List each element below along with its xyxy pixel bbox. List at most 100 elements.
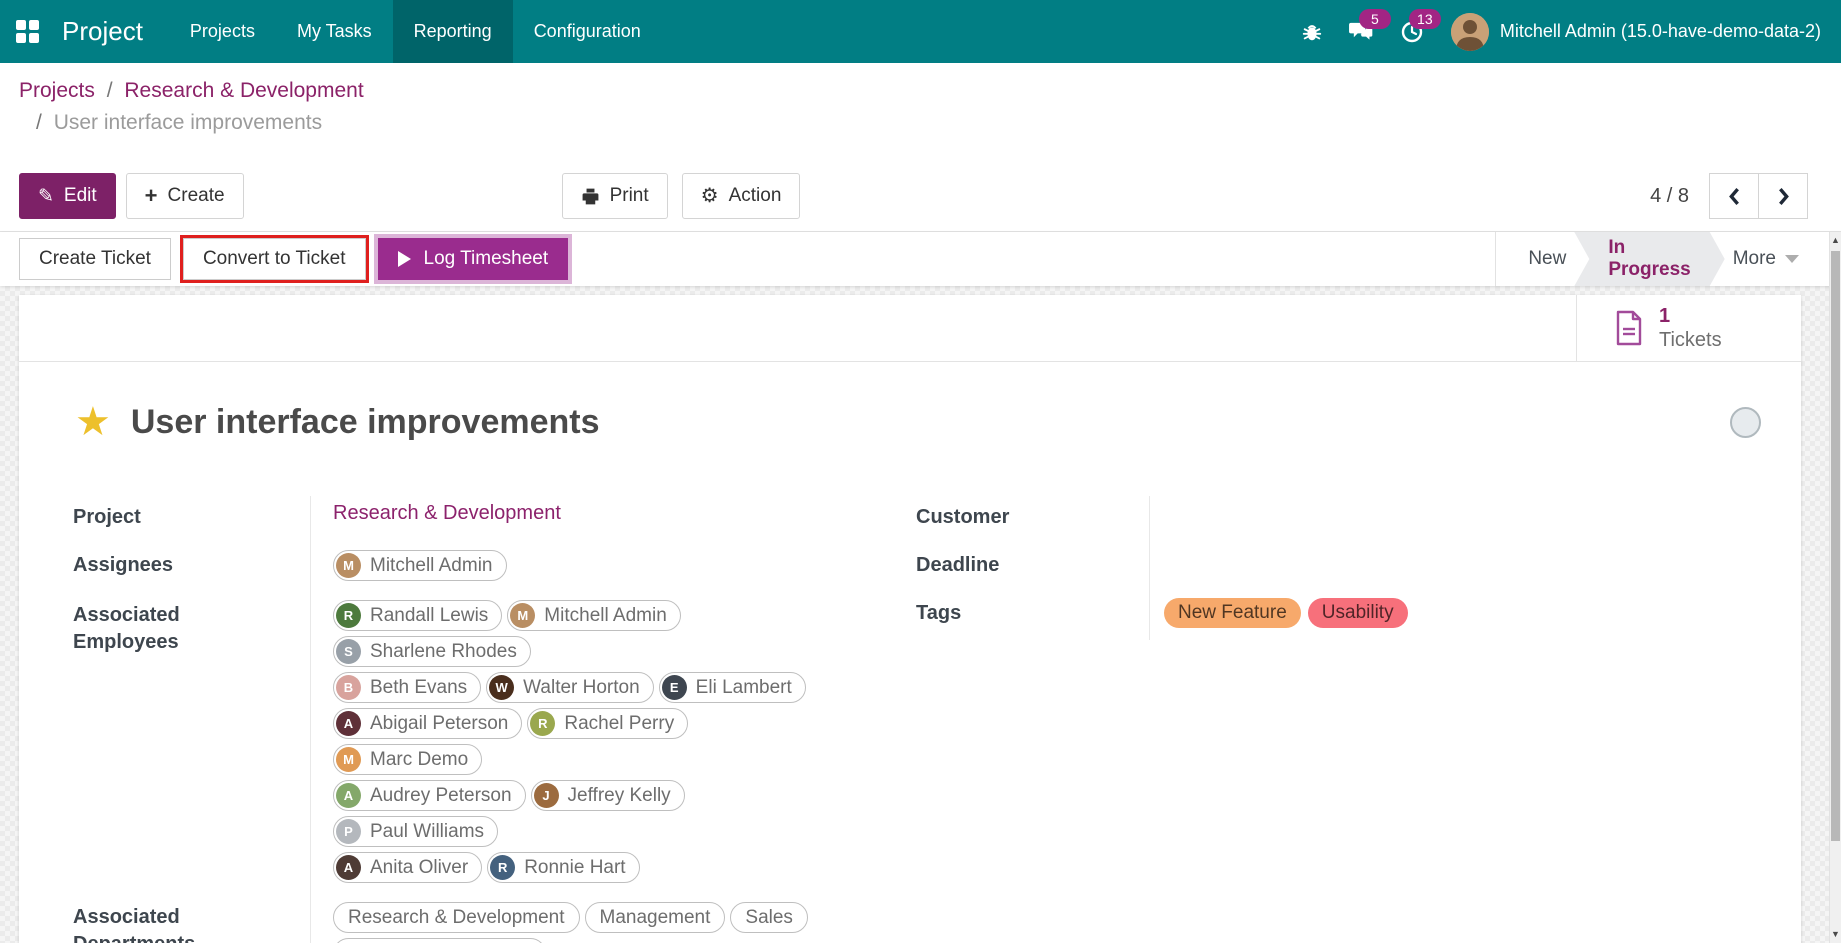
messages-button[interactable]: 5 — [1336, 0, 1391, 63]
employee-tag-row: R Randall Lewis M Mitchell Admin S Sharlene R… — [333, 600, 830, 672]
avatar-tag-sharlene-rhodes[interactable]: S Sharlene Rhodes — [333, 636, 531, 667]
project-link[interactable]: Research & Development — [333, 502, 561, 524]
create-button[interactable]: + Create — [125, 173, 244, 219]
breadcrumb: Projects / Research & Development — [0, 63, 1841, 103]
app-brand[interactable]: Project — [62, 16, 143, 46]
scroll-down-icon[interactable]: ▼ — [1831, 929, 1840, 939]
task-title: User interface improvements — [130, 402, 600, 441]
print-button[interactable]: Print — [561, 173, 668, 219]
avatar-tag-ronnie-hart[interactable]: R Ronnie Hart — [487, 852, 640, 883]
breadcrumb-projects-link[interactable]: Projects — [19, 79, 95, 102]
avatar: A — [336, 855, 361, 880]
menu-item-projects[interactable]: Projects — [189, 21, 255, 41]
field-value-customer[interactable] — [1149, 496, 1709, 544]
pager-value: 4 / 8 — [1650, 184, 1689, 207]
control-panel: Projects / Research & Development / User… — [0, 63, 1841, 232]
tickets-stat-button[interactable]: 1 Tickets — [1576, 295, 1801, 361]
main-menu: Projects My Tasks Reporting Configuration — [169, 0, 662, 63]
field-value-associated-employees: R Randall Lewis M Mitchell Admin S Sharlene R… — [310, 594, 830, 896]
avatar-tag-anita-oliver[interactable]: A Anita Oliver — [333, 852, 483, 883]
left-field-group: Project Research & Development Assignees… — [73, 496, 830, 943]
menu-item-my-tasks[interactable]: My Tasks — [296, 21, 372, 41]
field-label-customer: Customer — [916, 506, 1010, 528]
field-label-tags: Tags — [916, 602, 962, 624]
convert-to-ticket-button[interactable]: Convert to Ticket — [182, 238, 366, 280]
statusbar: Create Ticket Convert to Ticket Log Timesh… — [0, 232, 1841, 286]
chevron-down-icon — [1785, 255, 1799, 263]
activities-button[interactable]: 13 — [1387, 0, 1441, 63]
avatar: R — [530, 711, 556, 736]
action-button[interactable]: ⚙ Action — [681, 173, 801, 219]
avatar: S — [336, 639, 361, 664]
pager-previous-button[interactable] — [1709, 173, 1759, 219]
avatar-tag-beth-evans[interactable]: B Beth Evans — [333, 672, 482, 703]
play-icon — [397, 251, 411, 267]
pager-next-button[interactable] — [1758, 173, 1808, 219]
employee-tag-row: A Audrey Peterson J Jeffrey Kelly P Paul Will… — [333, 780, 830, 852]
create-ticket-button[interactable]: Create Ticket — [19, 238, 171, 280]
avatar: E — [661, 675, 687, 700]
breadcrumb-separator: / — [106, 79, 113, 102]
right-field-group: Customer Deadline Tags New Feature Usabil… — [916, 496, 1709, 943]
tickets-stat-text: 1 Tickets — [1659, 304, 1722, 352]
menu-item-reporting[interactable]: Reporting — [392, 0, 513, 63]
department-tag-professional-services[interactable]: Professional Services — [333, 938, 546, 943]
stage-new[interactable]: New — [1528, 248, 1567, 269]
avatar: M — [510, 603, 536, 628]
field-label-associated-departments: Associated Departments — [73, 906, 195, 943]
avatar-tag-mitchell-admin[interactable]: M Mitchell Admin — [333, 550, 507, 581]
activities-badge: 13 — [1408, 9, 1441, 29]
stage-in-progress[interactable]: In Progress — [1574, 232, 1724, 286]
stage-more[interactable]: More — [1725, 232, 1807, 286]
pencil-icon: ✎ — [38, 185, 54, 207]
avatar-tag-jeffrey-kelly[interactable]: J Jeffrey Kelly — [530, 780, 685, 811]
avatar-tag-abigail-peterson[interactable]: A Abigail Peterson — [333, 708, 523, 739]
debug-button[interactable] — [1288, 0, 1336, 63]
field-value-tags: New Feature Usability — [1149, 592, 1709, 640]
scrollbar-thumb[interactable] — [1831, 251, 1840, 841]
avatar-tag-walter-horton[interactable]: W Walter Horton — [486, 672, 654, 703]
avatar: R — [490, 855, 516, 880]
field-value-deadline[interactable] — [1149, 544, 1709, 592]
field-label-deadline: Deadline — [916, 554, 1000, 576]
apps-menu-button[interactable] — [0, 0, 54, 63]
avatar-tag-eli-lambert[interactable]: E Eli Lambert — [658, 672, 806, 703]
avatar: B — [336, 675, 361, 700]
breadcrumb-current: User interface improvements — [53, 111, 323, 134]
chevron-left-icon — [1728, 187, 1739, 205]
printer-icon — [582, 188, 598, 204]
tickets-label: Tickets — [1659, 329, 1722, 351]
menu-item-configuration[interactable]: Configuration — [533, 21, 641, 41]
pager: 4 / 8 — [1650, 173, 1808, 219]
control-panel-buttons: ✎ Edit + Create Print ⚙ Action — [19, 173, 1841, 219]
department-tag-sales[interactable]: Sales — [730, 902, 808, 933]
favorite-star-icon[interactable]: ★ — [75, 400, 111, 444]
avatar-tag-rachel-perry[interactable]: R Rachel Perry — [527, 708, 689, 739]
avatar-tag-paul-williams[interactable]: P Paul Williams — [333, 816, 499, 847]
edit-button[interactable]: ✎ Edit — [19, 173, 116, 219]
user-menu[interactable]: Mitchell Admin (15.0-have-demo-data-2) — [1437, 12, 1827, 51]
tag-usability[interactable]: Usability — [1307, 598, 1408, 628]
apps-grid-icon — [15, 20, 39, 43]
user-name: Mitchell Admin (15.0-have-demo-data-2) — [1499, 21, 1821, 41]
avatar-tag-mitchell-admin[interactable]: M Mitchell Admin — [507, 600, 681, 631]
plus-icon: + — [144, 183, 158, 208]
kanban-state-circle[interactable] — [1730, 406, 1761, 438]
document-icon — [1616, 310, 1642, 346]
vertical-scrollbar[interactable]: ▲ ▼ — [1829, 232, 1841, 943]
avatar: R — [336, 603, 361, 628]
field-label-assignees: Assignees — [73, 554, 174, 576]
statusbar-buttons: Create Ticket Convert to Ticket Log Timesh… — [19, 235, 569, 283]
avatar-tag-randall-lewis[interactable]: R Randall Lewis — [333, 600, 503, 631]
department-tag-management[interactable]: Management — [584, 902, 726, 933]
avatar-tag-marc-demo[interactable]: M Marc Demo — [333, 744, 483, 775]
tag-new-feature[interactable]: New Feature — [1164, 598, 1301, 628]
department-tag-research-development[interactable]: Research & Development — [333, 902, 580, 933]
breadcrumb-project-link[interactable]: Research & Development — [124, 79, 364, 102]
chevron-right-icon — [1778, 187, 1789, 205]
secondary-buttons: Print ⚙ Action — [561, 173, 801, 219]
avatar-tag-audrey-peterson[interactable]: A Audrey Peterson — [333, 780, 526, 811]
scroll-up-icon[interactable]: ▲ — [1831, 235, 1840, 245]
log-timesheet-button[interactable]: Log Timesheet — [377, 238, 569, 280]
